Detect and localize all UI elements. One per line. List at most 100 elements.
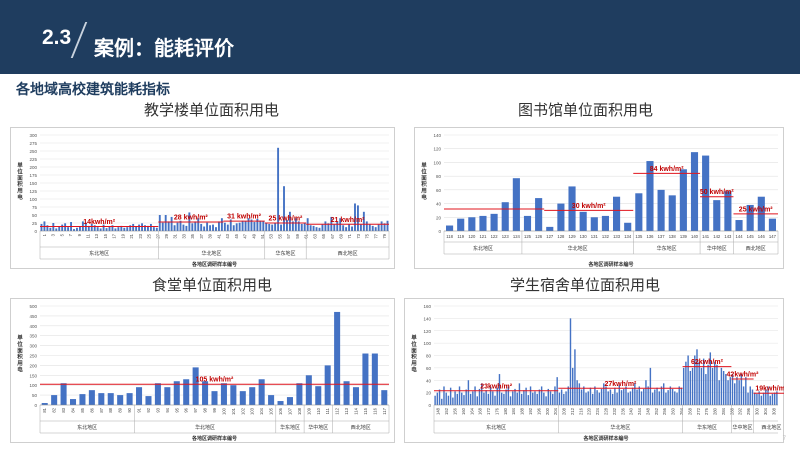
bar-dormitory-85: [623, 388, 625, 405]
bar-teaching-117: [386, 220, 389, 231]
bar-dormitory-76: [603, 383, 605, 405]
x-tick-label: 180: [503, 407, 508, 415]
x-tick-label: 142: [713, 234, 721, 239]
bar-library-19: [657, 189, 665, 231]
bar-dormitory-96: [647, 386, 649, 405]
y-tick-label: 75: [32, 205, 38, 210]
bar-dormitory-52: [549, 391, 552, 405]
bar-teaching-111: [368, 224, 371, 231]
bar-canteen-0: [41, 403, 48, 405]
bar-dormitory-93: [640, 391, 643, 405]
bar-teaching-59: [215, 227, 217, 231]
bar-teaching-55: [203, 226, 206, 231]
bar-dormitory-75: [600, 388, 603, 405]
x-tick-label: 108: [297, 407, 302, 415]
bar-teaching-25: [114, 228, 117, 231]
bar-library-24: [713, 200, 721, 231]
bar-canteen-9: [126, 393, 133, 405]
y-tick-label: 150: [29, 181, 37, 186]
bar-teaching-35: [144, 225, 146, 231]
region-label: 西北地区: [761, 424, 781, 431]
x-tick-label: 160: [461, 407, 466, 415]
bar-canteen-8: [117, 395, 124, 405]
x-tick-label: 280: [713, 407, 718, 415]
bar-library-22: [690, 152, 699, 231]
x-tick-label: 240: [629, 407, 634, 415]
bar-dormitory-100: [656, 387, 658, 405]
y-tick-label: 80: [436, 174, 442, 179]
avg-label-library-4: 25 kwh/m²: [739, 206, 774, 213]
bar-teaching-36: [147, 225, 149, 231]
x-tick-label: 284: [721, 407, 726, 415]
bar-dormitory-66: [580, 389, 583, 405]
bar-dormitory-56: [558, 392, 561, 405]
x-tick-label: 268: [687, 407, 692, 415]
bar-dormitory-5: [445, 392, 447, 405]
bar-dormitory-77: [605, 386, 607, 405]
x-tick-label: 23: [138, 233, 143, 238]
avg-label-dormitory-1: 27kwh/m²: [604, 381, 637, 388]
y-tick-label: 175: [29, 173, 37, 178]
bar-teaching-17: [90, 223, 93, 231]
x-axis-label: 各地区调研样本编号: [191, 261, 237, 268]
y-tick-label: 0: [34, 403, 37, 408]
x-axis-label: 各地区调研样本编号: [191, 435, 237, 442]
bar-dormitory-58: [563, 393, 565, 405]
x-tick-label: 196: [536, 407, 541, 415]
bar-dormitory-24: [487, 393, 490, 405]
y-axis-label: 单位面积用电: [16, 334, 23, 374]
bar-dormitory-50: [545, 396, 547, 405]
bar-library-11: [568, 186, 576, 231]
x-tick-label: 232: [612, 407, 617, 415]
bar-canteen-10: [136, 387, 143, 405]
x-tick-label: 188: [520, 407, 525, 415]
bar-dormitory-29: [498, 374, 501, 405]
x-tick-label: 116: [372, 407, 377, 414]
y-tick-label: 40: [436, 202, 442, 207]
x-tick-label: 43: [225, 233, 230, 238]
avg-label-teaching-4: 21 kwh/m²: [331, 217, 366, 224]
bar-teaching-102: [342, 225, 345, 231]
bar-dormitory-116: [691, 367, 694, 405]
bar-dormitory-63: [574, 349, 576, 405]
avg-label-teaching-3: 25 kwh/m²: [269, 216, 304, 223]
bar-dormitory-108: [674, 391, 676, 405]
x-tick-label: 98: [203, 407, 208, 412]
bar-dormitory-8: [452, 397, 454, 405]
bar-dormitory-81: [614, 387, 616, 405]
bar-canteen-33: [352, 387, 360, 405]
x-tick-label: 57: [286, 233, 291, 238]
bar-dormitory-110: [678, 386, 680, 405]
x-tick-label: 130: [580, 234, 588, 239]
x-tick-label: 94: [165, 407, 170, 412]
x-tick-label: 126: [535, 234, 543, 239]
bar-dormitory-105: [667, 390, 669, 405]
bar-teaching-49: [185, 225, 188, 231]
x-tick-label: 260: [671, 407, 676, 415]
bar-dormitory-133: [729, 377, 731, 405]
x-tick-label: 137: [658, 234, 666, 239]
y-tick-label: 250: [29, 354, 37, 359]
chart-teaching: 0255075100125150175200225250275300单位面积用电…: [10, 127, 395, 269]
bar-library-27: [746, 204, 754, 231]
x-tick-label: 29: [164, 233, 169, 238]
bar-canteen-28: [305, 375, 312, 405]
bar-canteen-6: [98, 393, 105, 405]
x-tick-label: 19: [120, 233, 125, 238]
x-tick-label: 308: [771, 407, 776, 415]
bar-canteen-13: [164, 387, 171, 405]
bar-dormitory-1: [436, 392, 439, 405]
bar-dormitory-53: [552, 393, 554, 405]
bar-dormitory-145: [756, 393, 758, 405]
bar-dormitory-127: [716, 364, 718, 405]
bar-canteen-27: [296, 383, 303, 405]
x-tick-label: 128: [557, 234, 565, 239]
x-tick-label: 53: [269, 233, 274, 238]
bar-teaching-86: [294, 218, 297, 231]
y-tick-label: 500: [29, 304, 37, 309]
x-tick-label: 140: [691, 234, 699, 239]
bar-dormitory-60: [567, 386, 569, 405]
bar-dormitory-139: [742, 386, 745, 405]
x-tick-label: 172: [486, 407, 491, 415]
bar-dormitory-59: [565, 391, 567, 405]
